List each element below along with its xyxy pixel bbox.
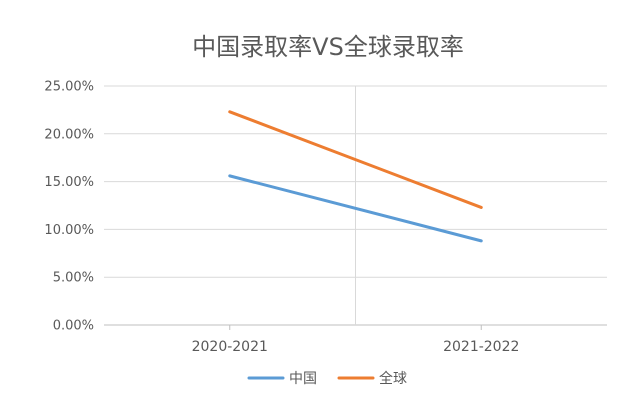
chart-title: 中国录取率VS全球录取率: [192, 33, 464, 61]
legend-label: 中国: [289, 371, 317, 387]
legend: 中国 全球: [247, 370, 407, 387]
x-tick-label: 2021-2022: [443, 339, 519, 355]
x-axis: 2020-2021 2021-2022: [192, 325, 519, 355]
series-line: [228, 110, 483, 209]
y-tick-label: 10.00%: [44, 223, 94, 238]
y-tick-label: 25.00%: [44, 80, 94, 95]
gridlines: [104, 85, 607, 326]
legend-label: 全球: [379, 370, 407, 387]
series-group: [228, 110, 483, 243]
y-tick-label: 15.00%: [44, 175, 94, 190]
x-tick-label: 2020-2021: [192, 339, 268, 355]
y-tick-label: 5.00%: [53, 271, 94, 286]
y-axis: 0.00% 5.00% 10.00% 15.00% 20.00% 25.00%: [44, 80, 94, 334]
y-tick-label: 20.00%: [44, 127, 94, 142]
series-line: [228, 174, 483, 243]
y-tick-label: 0.00%: [53, 319, 94, 334]
